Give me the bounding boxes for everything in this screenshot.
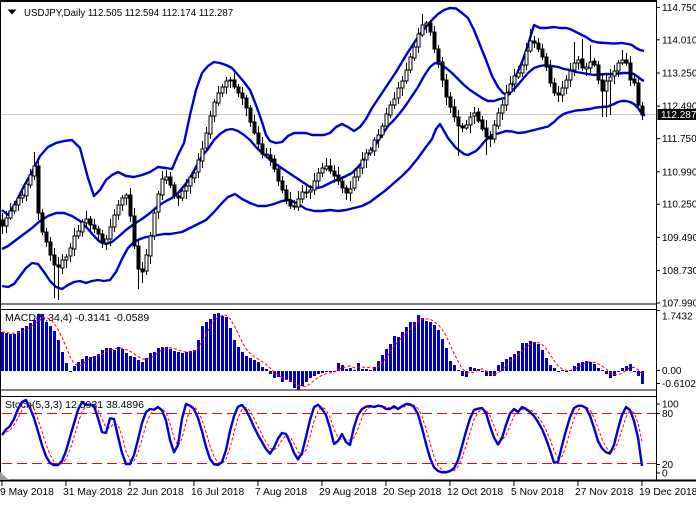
- svg-text:USDJPY,Daily 112.505 112.594: USDJPY,Daily 112.505 112.594 112.174 112…: [24, 8, 233, 19]
- svg-text:MACD(5,34,4) -0.3141 -0.0589: MACD(5,34,4) -0.3141 -0.0589: [5, 312, 149, 324]
- svg-text:110.990: 110.990: [662, 167, 696, 178]
- svg-text:111.750: 111.750: [662, 134, 696, 145]
- svg-text:7 Aug 2018: 7 Aug 2018: [255, 487, 307, 498]
- svg-text:20 Sep 2018: 20 Sep 2018: [383, 487, 442, 498]
- svg-text:110.250: 110.250: [662, 200, 696, 211]
- svg-text:12 Oct 2018: 12 Oct 2018: [447, 487, 503, 498]
- svg-text:80: 80: [662, 409, 674, 420]
- svg-text:27 Nov 2018: 27 Nov 2018: [575, 487, 634, 498]
- svg-text:22 Jun 2018: 22 Jun 2018: [127, 487, 184, 498]
- svg-text:112.287: 112.287: [661, 110, 696, 121]
- svg-text:0: 0: [662, 469, 668, 480]
- svg-text:109.490: 109.490: [662, 233, 696, 244]
- svg-text:16 Jul 2018: 16 Jul 2018: [191, 487, 245, 498]
- svg-text:5 Nov 2018: 5 Nov 2018: [511, 487, 564, 498]
- svg-text:114.010: 114.010: [662, 35, 696, 46]
- svg-text:1.7432: 1.7432: [662, 311, 693, 322]
- svg-text:31 May 2018: 31 May 2018: [63, 487, 123, 498]
- svg-text:108.730: 108.730: [662, 266, 696, 277]
- svg-text:113.250: 113.250: [662, 69, 696, 80]
- svg-text:19 Dec 2018: 19 Dec 2018: [639, 487, 696, 498]
- svg-text:107.990: 107.990: [662, 299, 696, 310]
- svg-text:0.00: 0.00: [662, 366, 682, 377]
- svg-text:114.750: 114.750: [662, 3, 696, 14]
- svg-text:-0.6102: -0.6102: [662, 379, 696, 390]
- svg-text:9 May 2018: 9 May 2018: [0, 487, 54, 498]
- svg-text:29 Aug 2018: 29 Aug 2018: [319, 487, 377, 498]
